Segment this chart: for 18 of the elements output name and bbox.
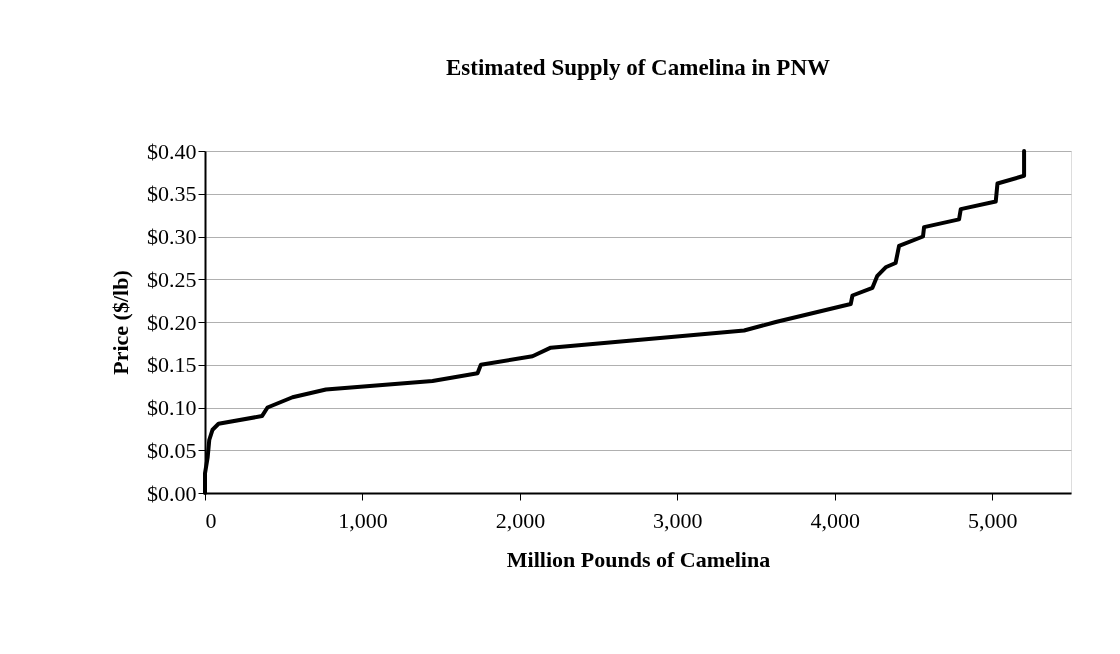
chart-title: Estimated Supply of Camelina in PNW [445,55,831,80]
y-tick-label: $0.00 [147,480,197,506]
y-axis-title: Price ($/lb) [108,270,133,375]
y-tick-label: $0.25 [147,266,197,292]
x-tick-label: 3,000 [653,507,703,533]
x-tick-label: 2,000 [495,507,546,533]
y-tick-label: $0.30 [147,224,197,249]
x-tick-label: 5,000 [968,507,1018,533]
y-tick-label: $0.15 [147,352,197,378]
x-tick-label: 0 [205,507,217,533]
y-tick-label: $0.20 [147,309,197,335]
x-tick-label: 1,000 [338,507,388,533]
y-tick-label: $0.10 [147,395,197,420]
y-tick-label: $0.05 [147,437,197,463]
x-axis-title: Million Pounds of Camelina [506,546,771,572]
y-tick-label: $0.40 [147,138,197,164]
x-tick-label: 4,000 [810,507,861,533]
y-tick-label: $0.35 [147,181,197,207]
